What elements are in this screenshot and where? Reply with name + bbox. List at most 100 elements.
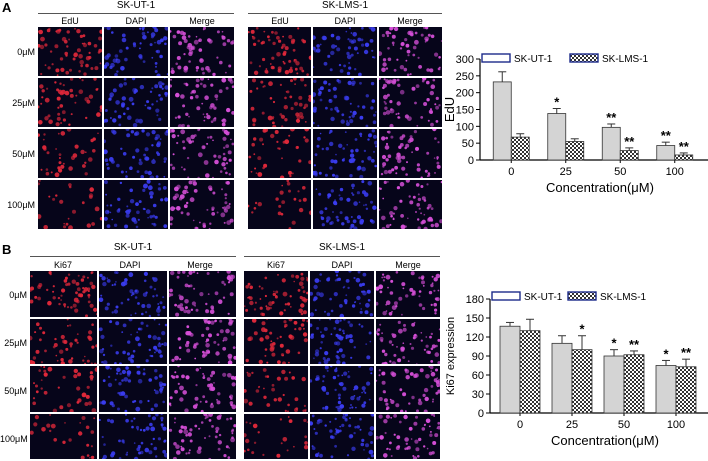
nucleus-dot — [381, 86, 385, 90]
nucleus-dot — [413, 333, 418, 338]
nucleus-dot — [406, 217, 409, 220]
nucleus-dot — [40, 36, 45, 42]
nucleus-dot — [403, 323, 406, 327]
cell-nuclei — [310, 413, 374, 459]
nucleus-dot — [277, 66, 282, 71]
nucleus-dot — [203, 116, 206, 118]
nucleus-dot — [393, 165, 398, 170]
nucleus-dot — [169, 271, 175, 276]
nucleus-dot — [125, 418, 130, 422]
nucleus-dot — [87, 293, 91, 297]
nucleus-dot — [381, 154, 386, 160]
nucleus-dot — [331, 44, 336, 49]
nucleus-dot — [169, 293, 173, 297]
nucleus-dot — [100, 294, 103, 297]
nucleus-dot — [229, 416, 232, 420]
nucleus-dot — [343, 318, 346, 321]
nucleus-dot — [417, 454, 420, 458]
nucleus-dot — [340, 187, 344, 192]
nucleus-dot — [289, 295, 292, 298]
nucleus-dot — [156, 114, 159, 117]
nucleus-dot — [288, 227, 292, 229]
nucleus-dot — [298, 102, 303, 107]
nucleus-dot — [356, 166, 361, 171]
nucleus-dot — [393, 413, 397, 418]
nucleus-dot — [119, 361, 123, 364]
nucleus-dot — [156, 39, 162, 45]
nucleus-dot — [390, 416, 393, 419]
nucleus-dot — [45, 171, 50, 176]
nucleus-dot — [337, 400, 342, 405]
nucleus-dot — [320, 340, 323, 344]
nucleus-dot — [106, 224, 111, 228]
nucleus-dot — [373, 113, 377, 117]
y-tick-label: 300 — [456, 54, 474, 66]
nucleus-dot — [229, 437, 235, 442]
nucleus-dot — [177, 382, 180, 385]
nucleus-dot — [378, 78, 381, 80]
significance-marker: ** — [606, 110, 617, 125]
nucleus-dot — [104, 64, 108, 69]
nucleus-dot — [247, 448, 250, 451]
nucleus-dot — [349, 407, 351, 409]
nucleus-dot — [145, 311, 148, 314]
nucleus-dot — [177, 336, 181, 341]
nucleus-dot — [298, 95, 303, 100]
nucleus-dot — [359, 220, 364, 225]
nucleus-dot — [384, 352, 388, 356]
nucleus-dot — [340, 119, 346, 124]
nucleus-dot — [141, 129, 145, 133]
nucleus-dot — [352, 32, 358, 37]
nucleus-dot — [384, 391, 386, 394]
cell-nuclei — [99, 413, 167, 459]
nucleus-dot — [289, 66, 293, 70]
nucleus-dot — [105, 193, 107, 196]
nucleus-dot — [430, 347, 434, 350]
nucleus-dot — [141, 312, 144, 316]
nucleus-dot — [183, 53, 186, 56]
nucleus-dot — [421, 426, 426, 431]
column-label-dapi: DAPI — [119, 260, 141, 270]
nucleus-dot — [217, 439, 222, 444]
nucleus-dot — [254, 301, 257, 304]
nucleus-dot — [320, 86, 325, 91]
nucleus-dot — [226, 373, 232, 378]
nucleus-dot — [386, 181, 389, 183]
nucleus-dot — [270, 133, 275, 139]
nucleus-dot — [398, 199, 403, 203]
nucleus-dot — [378, 51, 382, 56]
nucleus-dot — [346, 122, 351, 126]
nucleus-dot — [279, 175, 285, 178]
nucleus-dot — [207, 332, 212, 337]
nucleus-dot — [383, 276, 386, 279]
nucleus-dot — [276, 376, 281, 381]
nucleus-dot — [412, 454, 415, 457]
nucleus-dot — [335, 340, 341, 346]
nucleus-dot — [209, 105, 213, 110]
nucleus-dot — [428, 425, 431, 427]
nucleus-dot — [363, 448, 365, 451]
micrograph-cell — [244, 318, 308, 364]
nucleus-dot — [313, 66, 315, 68]
nucleus-dot — [90, 455, 95, 459]
column-label-edu: EdU — [271, 16, 289, 26]
cell-nuclei — [104, 78, 168, 127]
nucleus-dot — [315, 375, 320, 379]
nucleus-dot — [345, 30, 348, 33]
nucleus-dot — [159, 388, 164, 392]
cell-nuclei — [38, 180, 102, 229]
nucleus-dot — [248, 401, 253, 406]
nucleus-dot — [284, 70, 290, 75]
nucleus-dot — [68, 123, 71, 126]
nucleus-dot — [440, 40, 442, 42]
nucleus-dot — [187, 431, 192, 437]
nucleus-dot — [308, 210, 312, 215]
nucleus-dot — [370, 219, 374, 223]
nucleus-dot — [345, 279, 350, 283]
nucleus-dot — [399, 214, 404, 218]
nucleus-dot — [68, 166, 73, 171]
nucleus-dot — [417, 193, 420, 196]
nucleus-dot — [281, 184, 283, 187]
nucleus-dot — [361, 180, 365, 184]
column-label-ki67: Ki67 — [53, 260, 72, 270]
